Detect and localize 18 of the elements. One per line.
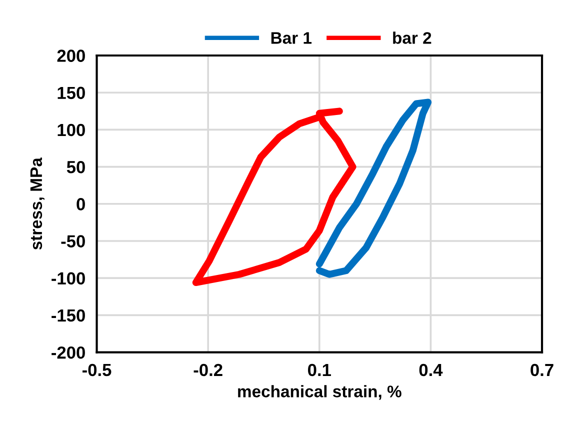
legend-label: Bar 1 <box>271 32 312 44</box>
y-tick-label: 200 <box>57 50 85 62</box>
x-tick-label: 0.7 <box>530 364 554 376</box>
legend-label: bar 2 <box>393 32 432 44</box>
y-axis-title: stress, MPa <box>30 157 44 250</box>
y-tick-label: 0 <box>76 198 85 210</box>
y-tick-label: -50 <box>61 235 85 248</box>
y-tick-label: 100 <box>58 124 85 136</box>
x-tick-label: 0.4 <box>419 364 443 376</box>
y-tick-label: 150 <box>58 86 85 100</box>
x-tick-label: 0.1 <box>308 364 331 376</box>
y-tick-label: -150 <box>52 309 85 322</box>
y-tick-label: 50 <box>66 160 85 174</box>
y-tick-label: -100 <box>52 272 85 285</box>
x-tick-label: -0.5 <box>82 364 112 376</box>
x-tick-label: -0.2 <box>194 364 222 376</box>
y-tick-label: -200 <box>52 346 85 359</box>
x-axis-title: mechanical strain, % <box>238 385 402 400</box>
